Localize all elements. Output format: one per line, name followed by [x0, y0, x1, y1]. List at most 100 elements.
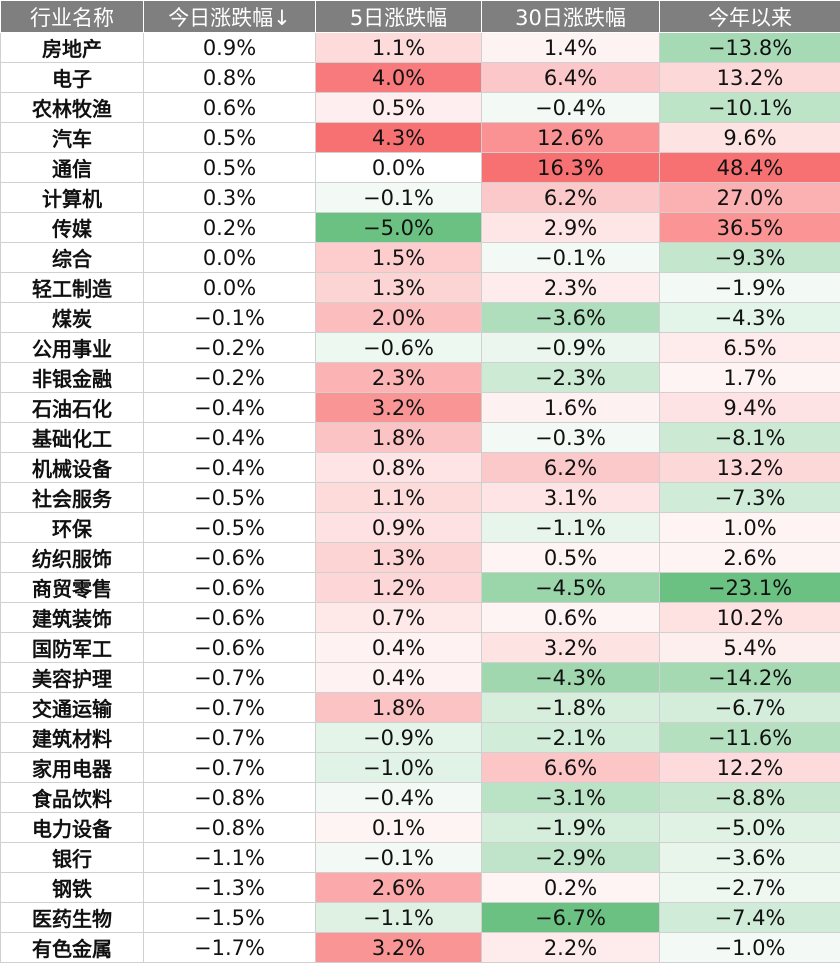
today-change-cell: −0.7%: [144, 693, 316, 723]
five-day-change-cell: −5.0%: [316, 213, 482, 243]
table-row: 食品饮料−0.8%−0.4%−3.1%−8.8%: [1, 783, 840, 813]
five-day-change-cell: 1.8%: [316, 423, 482, 453]
industry-name-cell: 综合: [1, 243, 144, 273]
today-change-cell: −0.7%: [144, 753, 316, 783]
thirty-day-change-cell: −1.9%: [482, 813, 660, 843]
ytd-change-cell: 1.0%: [660, 513, 840, 543]
five-day-change-cell: 0.0%: [316, 153, 482, 183]
thirty-day-change-cell: −2.3%: [482, 363, 660, 393]
header-ytd-change[interactable]: 今年以来: [660, 1, 840, 33]
header-row: 行业名称 今日涨跌幅↓ 5日涨跌幅 30日涨跌幅 今年以来: [1, 1, 840, 33]
header-30day-change[interactable]: 30日涨跌幅: [482, 1, 660, 33]
today-change-cell: −0.8%: [144, 783, 316, 813]
five-day-change-cell: 0.4%: [316, 633, 482, 663]
industry-name-cell: 医药生物: [1, 903, 144, 933]
five-day-change-cell: 1.2%: [316, 573, 482, 603]
thirty-day-change-cell: −4.3%: [482, 663, 660, 693]
thirty-day-change-cell: −4.5%: [482, 573, 660, 603]
five-day-change-cell: 1.1%: [316, 483, 482, 513]
ytd-change-cell: −14.2%: [660, 663, 840, 693]
thirty-day-change-cell: 16.3%: [482, 153, 660, 183]
ytd-change-cell: 36.5%: [660, 213, 840, 243]
today-change-cell: 0.3%: [144, 183, 316, 213]
industry-name-cell: 银行: [1, 843, 144, 873]
five-day-change-cell: −0.1%: [316, 843, 482, 873]
five-day-change-cell: 1.3%: [316, 543, 482, 573]
industry-name-cell: 纺织服饰: [1, 543, 144, 573]
today-change-cell: −0.7%: [144, 723, 316, 753]
table-row: 煤炭−0.1%2.0%−3.6%−4.3%: [1, 303, 840, 333]
industry-name-cell: 建筑材料: [1, 723, 144, 753]
today-change-cell: −0.6%: [144, 633, 316, 663]
thirty-day-change-cell: 2.2%: [482, 933, 660, 963]
thirty-day-change-cell: −0.1%: [482, 243, 660, 273]
today-change-cell: −1.3%: [144, 873, 316, 903]
five-day-change-cell: 0.1%: [316, 813, 482, 843]
table-row: 家用电器−0.7%−1.0%6.6%12.2%: [1, 753, 840, 783]
industry-name-cell: 煤炭: [1, 303, 144, 333]
thirty-day-change-cell: 0.5%: [482, 543, 660, 573]
table-row: 银行−1.1%−0.1%−2.9%−3.6%: [1, 843, 840, 873]
table-row: 有色金属−1.7%3.2%2.2%−1.0%: [1, 933, 840, 963]
industry-name-cell: 汽车: [1, 123, 144, 153]
five-day-change-cell: −0.9%: [316, 723, 482, 753]
five-day-change-cell: −0.1%: [316, 183, 482, 213]
thirty-day-change-cell: 1.6%: [482, 393, 660, 423]
thirty-day-change-cell: −2.9%: [482, 843, 660, 873]
industry-name-cell: 建筑装饰: [1, 603, 144, 633]
thirty-day-change-cell: −1.8%: [482, 693, 660, 723]
industry-name-cell: 食品饮料: [1, 783, 144, 813]
five-day-change-cell: −0.4%: [316, 783, 482, 813]
industry-name-cell: 钢铁: [1, 873, 144, 903]
ytd-change-cell: −8.8%: [660, 783, 840, 813]
header-5day-change[interactable]: 5日涨跌幅: [316, 1, 482, 33]
five-day-change-cell: 1.1%: [316, 33, 482, 63]
table-row: 医药生物−1.5%−1.1%−6.7%−7.4%: [1, 903, 840, 933]
today-change-cell: −1.1%: [144, 843, 316, 873]
thirty-day-change-cell: −0.9%: [482, 333, 660, 363]
industry-name-cell: 社会服务: [1, 483, 144, 513]
ytd-change-cell: 2.6%: [660, 543, 840, 573]
five-day-change-cell: 0.5%: [316, 93, 482, 123]
ytd-change-cell: 13.2%: [660, 63, 840, 93]
ytd-change-cell: 5.4%: [660, 633, 840, 663]
header-industry-name[interactable]: 行业名称: [1, 1, 144, 33]
thirty-day-change-cell: 6.2%: [482, 183, 660, 213]
today-change-cell: −0.4%: [144, 453, 316, 483]
ytd-change-cell: −13.8%: [660, 33, 840, 63]
ytd-change-cell: −8.1%: [660, 423, 840, 453]
header-today-change[interactable]: 今日涨跌幅↓: [144, 1, 316, 33]
five-day-change-cell: 4.0%: [316, 63, 482, 93]
thirty-day-change-cell: −3.6%: [482, 303, 660, 333]
industry-name-cell: 轻工制造: [1, 273, 144, 303]
five-day-change-cell: −1.1%: [316, 903, 482, 933]
today-change-cell: 0.5%: [144, 123, 316, 153]
table-row: 建筑材料−0.7%−0.9%−2.1%−11.6%: [1, 723, 840, 753]
today-change-cell: −0.8%: [144, 813, 316, 843]
thirty-day-change-cell: 6.2%: [482, 453, 660, 483]
today-change-cell: −0.6%: [144, 603, 316, 633]
thirty-day-change-cell: 3.1%: [482, 483, 660, 513]
industry-name-cell: 家用电器: [1, 753, 144, 783]
today-change-cell: −0.7%: [144, 663, 316, 693]
today-change-cell: −0.5%: [144, 513, 316, 543]
industry-name-cell: 有色金属: [1, 933, 144, 963]
five-day-change-cell: −0.6%: [316, 333, 482, 363]
today-change-cell: 0.8%: [144, 63, 316, 93]
ytd-change-cell: −23.1%: [660, 573, 840, 603]
industry-name-cell: 电子: [1, 63, 144, 93]
ytd-change-cell: −5.0%: [660, 813, 840, 843]
today-change-cell: −1.7%: [144, 933, 316, 963]
ytd-change-cell: 48.4%: [660, 153, 840, 183]
thirty-day-change-cell: −1.1%: [482, 513, 660, 543]
table-row: 商贸零售−0.6%1.2%−4.5%−23.1%: [1, 573, 840, 603]
today-change-cell: 0.5%: [144, 153, 316, 183]
thirty-day-change-cell: 3.2%: [482, 633, 660, 663]
thirty-day-change-cell: 0.2%: [482, 873, 660, 903]
today-change-cell: 0.2%: [144, 213, 316, 243]
